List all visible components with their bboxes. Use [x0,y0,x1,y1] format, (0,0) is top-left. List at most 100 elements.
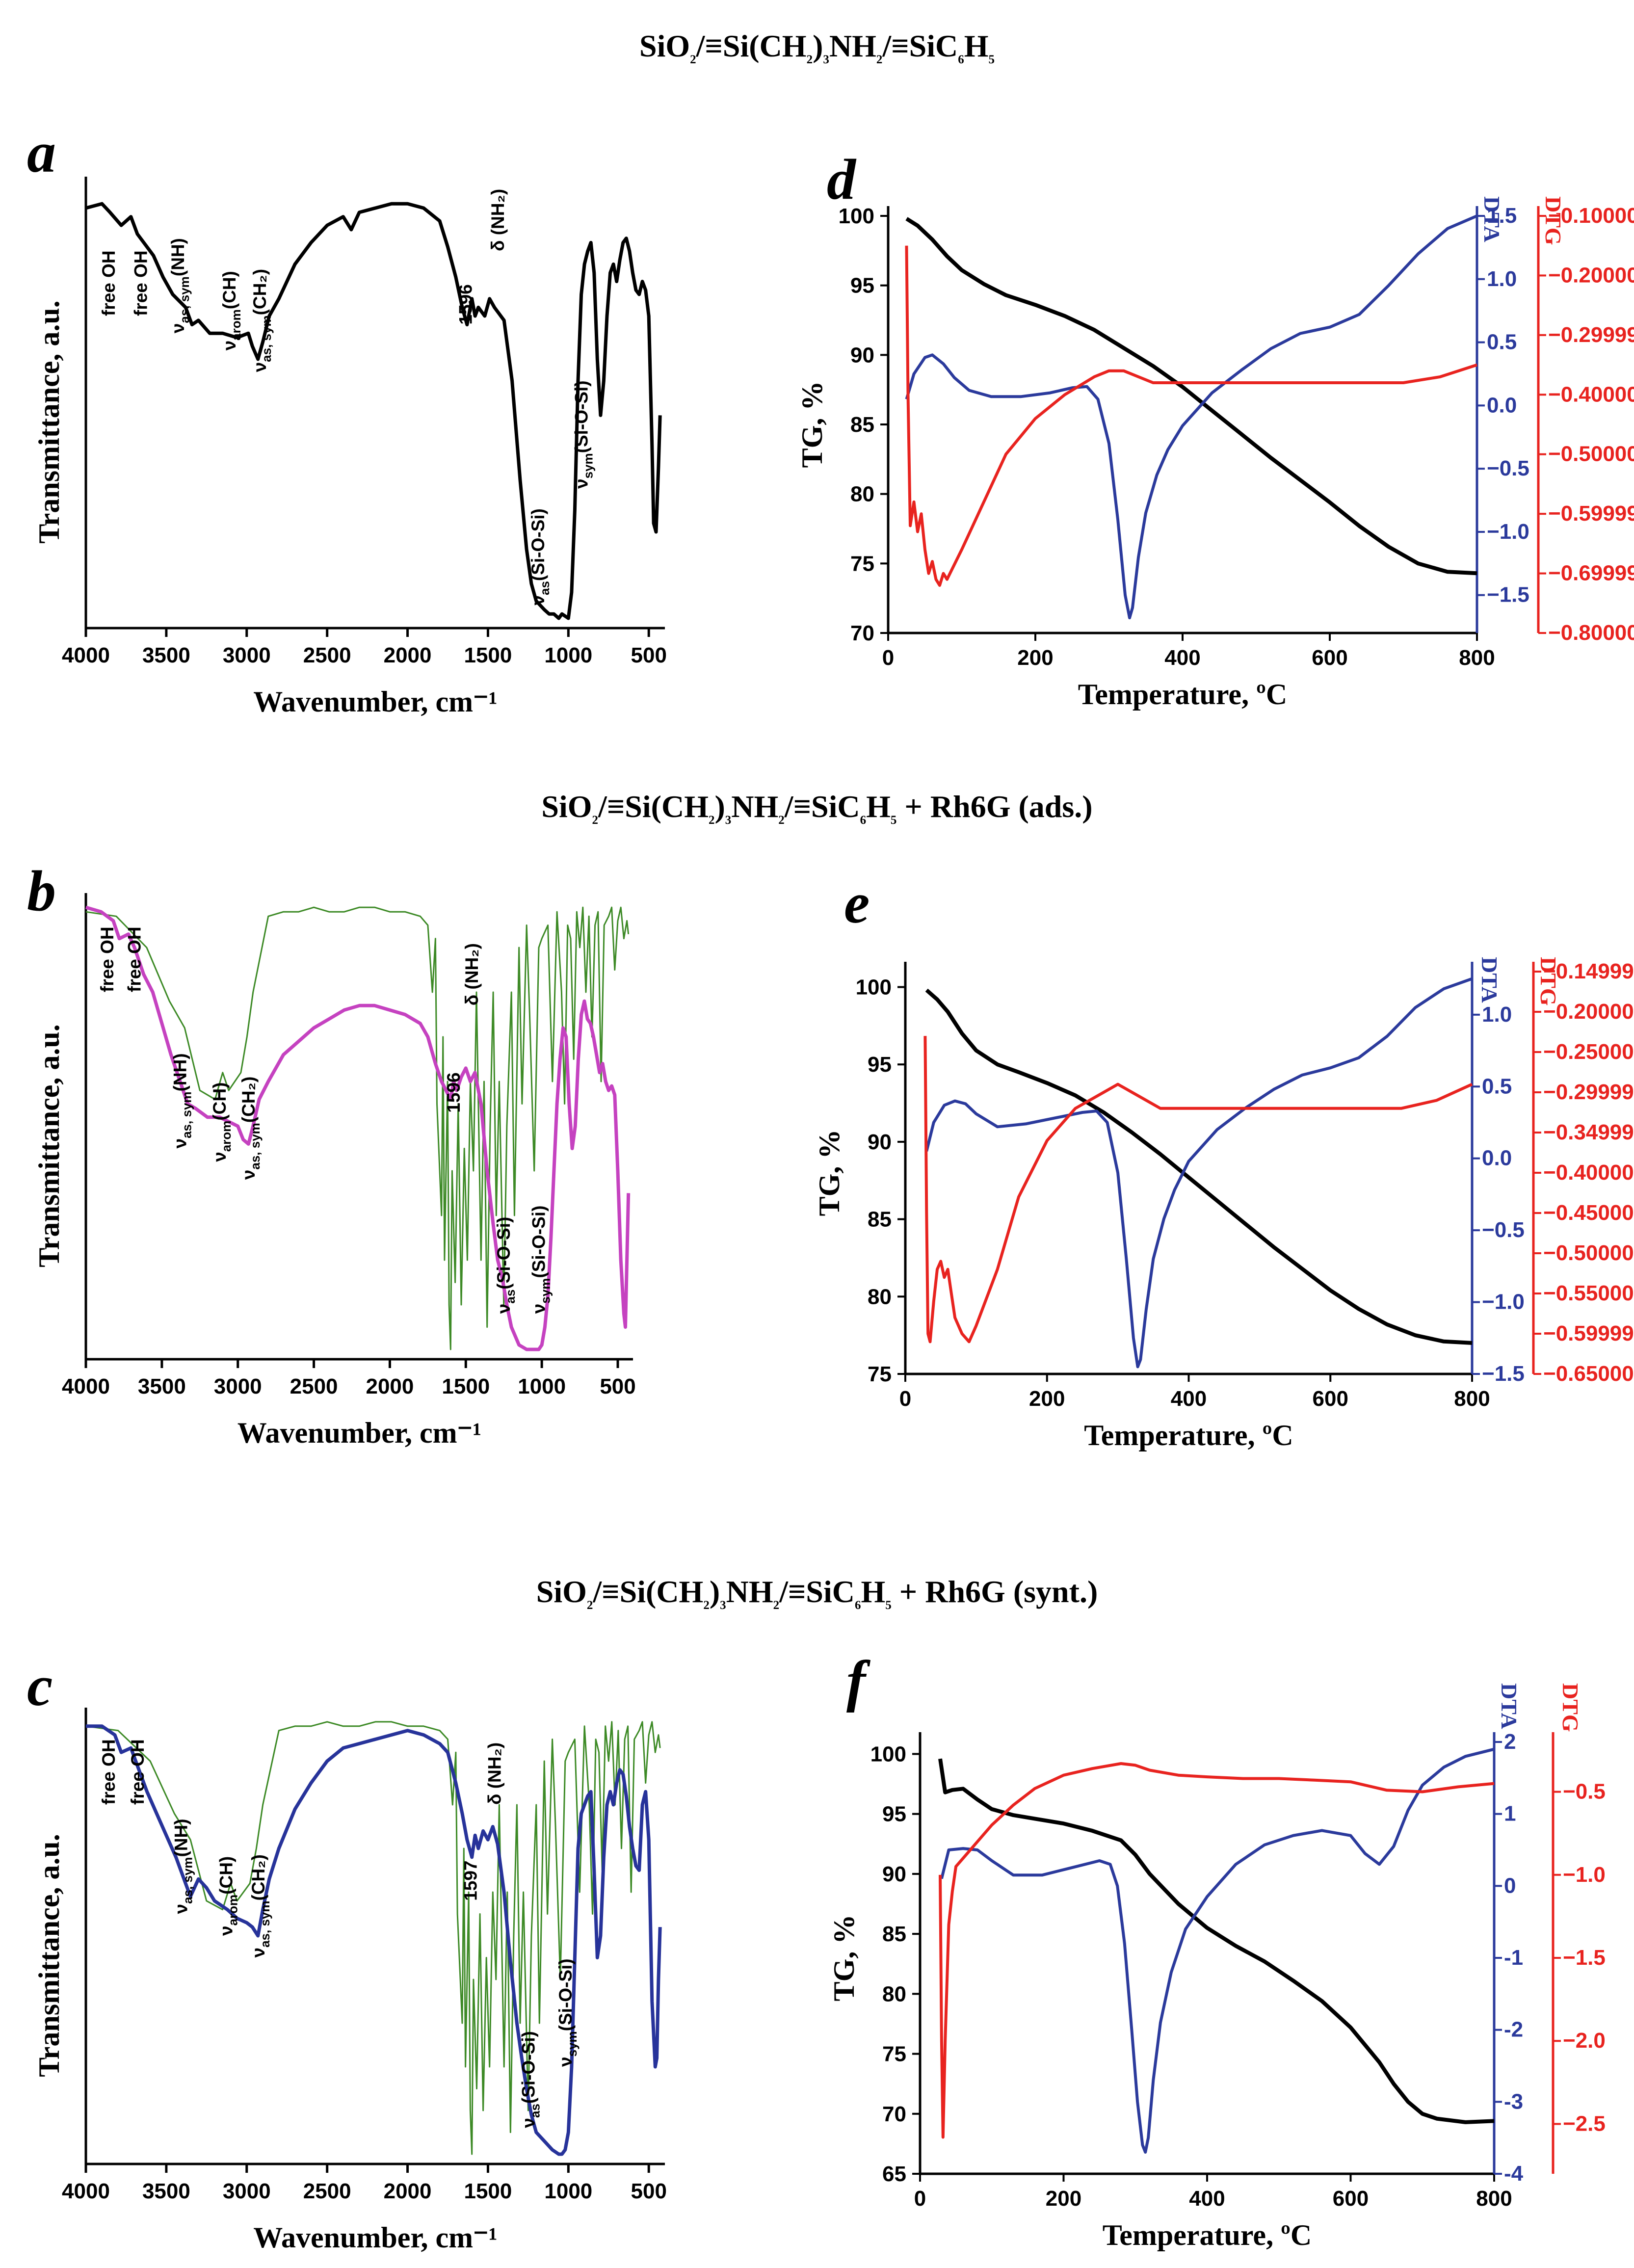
dtg-tick-label: −0.40000000000000002 [1548,382,1634,406]
dta-tick-label: 1.0 [1487,267,1517,291]
tga-panel-f: f 65 70 75 80 85 90 95 100 0 200 400 600 800 Temperatu… [828,1649,1606,2251]
dtg-axis-label: DTG [1541,196,1566,245]
dtg-tick-label: −0.59999999999999998 [1548,501,1634,526]
x-tick-label: 1000 [518,1374,566,1398]
x-axis-label: Wavenumber, cm⁻¹ [253,2221,497,2254]
band-annotation: 1597 [461,1860,481,1900]
x-tick-label: 800 [1459,646,1495,670]
dta-tick-label: -2 [1504,2018,1523,2042]
section-titles: SiO2/≡Si(CH2)3NH2/≡SiC6H5 SiO2/≡Si(CH2)3… [536,28,1098,1612]
series-line-dtg [923,1036,1473,1344]
band-annotation: δ (NH₂) [488,189,508,251]
tg-tick-label: 95 [850,274,874,298]
series-line-sample [85,905,631,1351]
x-tick-label: 1500 [464,643,512,667]
dtg-tick-label: −2.0 [1563,2029,1606,2053]
tg-tick-label: 75 [882,2042,906,2066]
x-tick-label: 400 [1171,1387,1207,1411]
band-annotation: νas, sym(NH) [171,1819,195,1914]
x-tick-label: 200 [1046,2187,1081,2211]
dta-tick-label: −1.5 [1487,583,1529,607]
ftir-panel-a: a 4000 3500 3000 2500 2000 1500 1000 500 Wavenumb… [27,120,667,718]
x-tick-label: 500 [600,1374,635,1398]
tg-tick-label: 95 [868,1053,892,1077]
dtg-tick-label: −2.5 [1563,2111,1606,2136]
dtg-tick-label: −0.200000000000000011 [1543,1000,1634,1024]
dtg-axis-label: DTG [1558,1683,1583,1732]
series-line-tg [938,1758,1495,2124]
tg-tick-label: 100 [839,204,874,228]
series-line-rh6g-reference [85,1721,661,2155]
tg-tick-label: 75 [868,1362,892,1386]
dta-axis-label: DTA [1497,1683,1522,1729]
x-tick-label: 600 [1313,1387,1348,1411]
x-axis-label: Wavenumber, cm⁻¹ [237,1417,481,1449]
dta-tick-label: −1.5 [1482,1362,1525,1386]
dtg-tick-label: −0.69999999999999996 [1548,561,1634,585]
series-line-dta [925,977,1473,1369]
band-annotation: free OH [128,1739,148,1805]
x-tick-label: 0 [899,1387,911,1411]
x-tick-label: 0 [882,646,894,670]
x-axis-label: Temperature, ºC [1078,678,1287,711]
band-annotation: νas(Si-O-Si) [528,508,552,605]
dtg-tick-label: −0.550000000000000044 [1543,1281,1634,1305]
x-tick-label: 2500 [303,2179,351,2203]
x-tick-label: 2000 [384,2179,432,2203]
tg-tick-label: 85 [850,413,874,437]
tga-panel-d: d 70 75 80 85 90 95 100 0 200 400 600 800 Temperature… [796,147,1634,711]
band-annotation: νsym(Si-O-Si) [528,1206,553,1314]
tg-tick-label: 65 [882,2162,906,2186]
x-tick-label: 400 [1189,2187,1225,2211]
y-axis-label: Transmittance, a.u. [33,1834,65,2077]
x-tick-label: 2500 [303,643,351,667]
tg-tick-label: 100 [870,1742,906,1766]
tg-tick-label: 80 [882,1982,906,2006]
panel-label-a: a [27,120,56,185]
band-annotation: νarom(CH) [219,271,243,350]
series-line-tg [925,988,1473,1345]
panel-label-d: d [827,147,857,211]
dtg-tick-label: −1.0 [1563,1863,1606,1887]
x-tick-label: 600 [1312,646,1347,670]
band-annotation: δ (NH₂) [462,943,482,1005]
tg-tick-label: 95 [882,1802,906,1826]
dta-tick-label: 0.0 [1487,393,1517,417]
series-line-dta [940,1747,1495,2154]
dta-tick-label: 0.5 [1487,330,1517,354]
dta-tick-label: 0.5 [1482,1074,1512,1098]
band-annotation: 1596 [444,1072,464,1112]
dtg-tick-label: −0.29999999999999999 [1548,323,1634,347]
dtg-tick-label: −1.5 [1563,1946,1606,1970]
x-tick-label: 1500 [442,1374,490,1398]
tg-tick-label: 80 [850,482,874,506]
band-annotation: 1596 [456,284,476,324]
band-annotation: νas, sym(CH₂) [248,1854,272,1958]
dta-tick-label: 1.0 [1482,1002,1512,1027]
tg-tick-label: 90 [882,1862,906,1886]
x-tick-label: 2000 [384,643,432,667]
tg-tick-label: 90 [850,343,874,367]
panel-label-c: c [27,1654,53,1718]
dtg-axis-label: DTG [1536,957,1561,1006]
x-tick-label: 2500 [290,1374,338,1398]
band-annotation: νas, sym(CH₂) [238,1077,263,1180]
band-annotation: νas, sym(NH) [168,238,192,333]
y-axis-label: Transmittance, a.u. [33,1024,65,1267]
x-tick-label: 800 [1476,2187,1512,2211]
dta-tick-label: 0.0 [1482,1146,1512,1170]
x-tick-label: 3000 [214,1374,262,1398]
dta-tick-label: -4 [1504,2162,1524,2186]
x-tick-label: 4000 [62,1374,110,1398]
x-tick-label: 500 [631,2179,667,2203]
x-tick-label: 1000 [544,2179,592,2203]
series-line-dtg [905,245,1477,587]
x-tick-label: 0 [914,2187,926,2211]
dtg-tick-label: −0.50000000000000000 [1548,442,1634,466]
dtg-tick-label: −0.299999999999999989 [1543,1080,1634,1104]
x-tick-label: 3500 [138,1374,186,1398]
band-annotation: νarom(CH) [216,1856,240,1936]
dtg-tick-label: −0.400000000000000022 [1543,1160,1634,1185]
dtg-tick-label: −0.5 [1563,1780,1606,1804]
